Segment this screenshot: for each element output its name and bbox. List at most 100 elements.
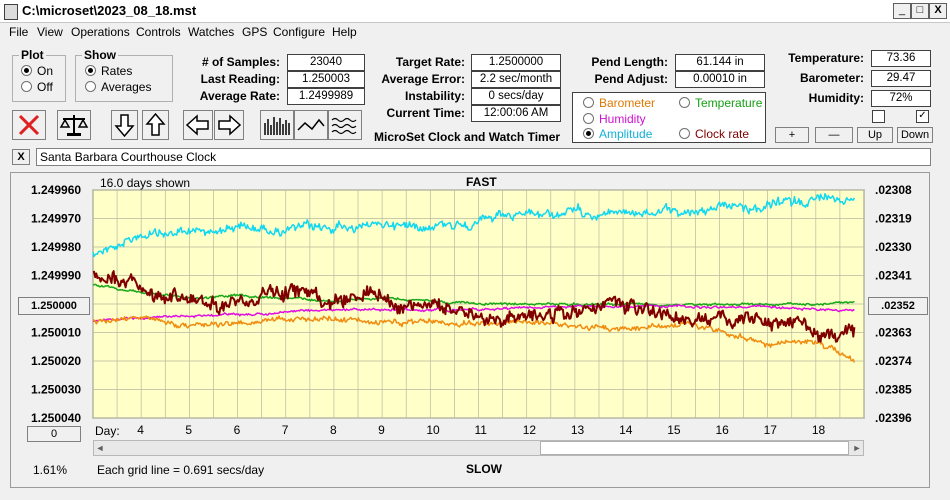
wave-graph-button[interactable] [328,110,362,140]
down-button[interactable]: Down [897,127,933,143]
x-tick-label: 17 [764,423,778,437]
menu-controls[interactable]: Controls [136,25,181,39]
y-tick-label-right: .02308 [875,183,912,197]
sensor-clock-rate-radio[interactable]: Clock rate [679,127,749,141]
sensor-barometer-radio[interactable]: Barometer [583,96,655,110]
up-button[interactable]: Up [857,127,893,143]
minus-button[interactable]: — [815,127,853,143]
menu-help[interactable]: Help [332,25,357,39]
sensor-temperature-radio[interactable]: Temperature [679,96,762,110]
arrow-right-button[interactable] [214,110,244,140]
arrow-left-button[interactable] [183,110,213,140]
series-line-barometer [92,315,856,363]
sensor-clock-rate-label: Clock rate [695,127,750,141]
average-rate-field: 1.2499989 [287,88,365,105]
percent-label: 1.61% [33,463,68,477]
samples-field: 23040 [287,54,365,71]
bar-graph-button[interactable] [260,110,294,140]
balance-button[interactable] [57,110,91,140]
scrollbar-thumb[interactable] [540,441,849,455]
balance-scale-icon [59,115,89,136]
clock-name-input[interactable]: Santa Barbara Courthouse Clock [36,148,931,166]
plot-group-title: Plot [21,48,44,62]
y-tick-label-left: 1.249970 [31,212,81,226]
y-tick-label-left: 1.250030 [31,383,81,397]
radio-dot [679,128,690,139]
plot-frame [10,172,930,488]
plot-on-label: On [37,64,54,78]
y-tick-label-right: .02385 [875,383,912,397]
plot-on-radio[interactable]: On [21,64,53,78]
title-bar: C:\microset\2023_08_18.mst _ □ X [0,0,950,23]
menu-watches[interactable]: Watches [188,25,235,39]
y-tick-label-right: .02363 [875,326,912,340]
close-clock-button[interactable]: X [12,149,30,165]
radio-dot [85,65,96,76]
app-icon [4,4,18,20]
right-center-button[interactable]: .02352 [868,297,928,315]
arrow-down-icon [114,114,135,138]
x-tick-label: 7 [282,423,289,437]
sensor-options [572,92,766,143]
radio-dot [679,97,690,108]
plus-button[interactable]: + [775,127,809,143]
x-tick-label: 4 [137,423,144,437]
menu-view[interactable]: View [37,25,63,39]
scroll-left-icon[interactable]: ◄ [95,443,105,453]
last-reading-field: 1.250003 [287,71,365,88]
y-tick-label-right: .02341 [875,269,912,283]
line-graph-button[interactable] [294,110,328,140]
x-tick-label: 12 [523,423,537,437]
y-tick-label-left: 1.249980 [31,240,81,254]
current-time-label: Current Time: [386,106,465,120]
plot-off-radio[interactable]: Off [21,80,53,94]
days-shown-label: 16.0 days shown [100,176,191,190]
series-line-humidity [92,303,855,322]
center-rate-button[interactable]: 1.250000 [18,297,90,315]
y-tick-label-right: .02330 [875,240,912,254]
sensor-humidity-label: Humidity [599,112,646,126]
sensor-amplitude-radio[interactable]: Amplitude [583,127,652,141]
temperature-label: Temperature: [788,51,864,65]
fast-label: FAST [466,175,497,189]
minimize-button[interactable]: _ [893,3,911,19]
menu-file[interactable]: File [9,25,29,39]
checkbox-2[interactable]: ✓ [916,110,929,123]
close-window-button[interactable]: X [929,3,947,19]
average-error-field: 2.2 sec/month [471,71,561,88]
y-tick-label-left: 1.250020 [31,354,81,368]
arrow-down-button[interactable] [111,110,138,140]
maximize-button[interactable]: □ [911,3,929,19]
pend-length-label: Pend Length: [591,55,668,69]
temperature-field: 73.36 [871,50,931,67]
menu-configure[interactable]: Configure [273,25,326,39]
y-tick-label-right: .02374 [875,354,912,368]
x-tick-label: 8 [330,423,337,437]
arrow-left-icon [185,114,209,136]
x-tick-label: 11 [475,423,488,437]
arrow-up-button[interactable] [142,110,169,140]
sensor-humidity-radio[interactable]: Humidity [583,112,646,126]
y-tick-label-left: 1.249960 [31,183,81,197]
show-averages-label: Averages [101,80,152,94]
y-tick-label-left: 1.250040 [31,411,81,425]
show-rates-radio[interactable]: Rates [85,64,132,78]
series-line-temperature [92,283,855,307]
pend-adjust-label: Pend Adjust: [594,72,668,86]
zero-button[interactable]: 0 [27,426,81,442]
checkbox-1[interactable] [872,110,885,123]
menu-operations[interactable]: Operations [71,25,130,39]
menu-gps[interactable]: GPS [242,25,268,39]
sensor-temperature-label: Temperature [695,96,763,110]
y-tick-label-right: .02319 [875,212,912,226]
wave-graph-icon [331,117,357,135]
scroll-right-icon[interactable]: ► [852,443,862,453]
stop-button[interactable] [12,110,46,140]
series-line-amplitude [92,193,856,258]
barometer-label: Barometer: [799,71,864,85]
x-tick-label: 13 [571,423,585,437]
pend-adjust-field: 0.00010 in [675,71,765,88]
show-rates-label: Rates [101,64,133,78]
last-reading-label: Last Reading: [200,72,280,86]
show-averages-radio[interactable]: Averages [85,80,151,94]
